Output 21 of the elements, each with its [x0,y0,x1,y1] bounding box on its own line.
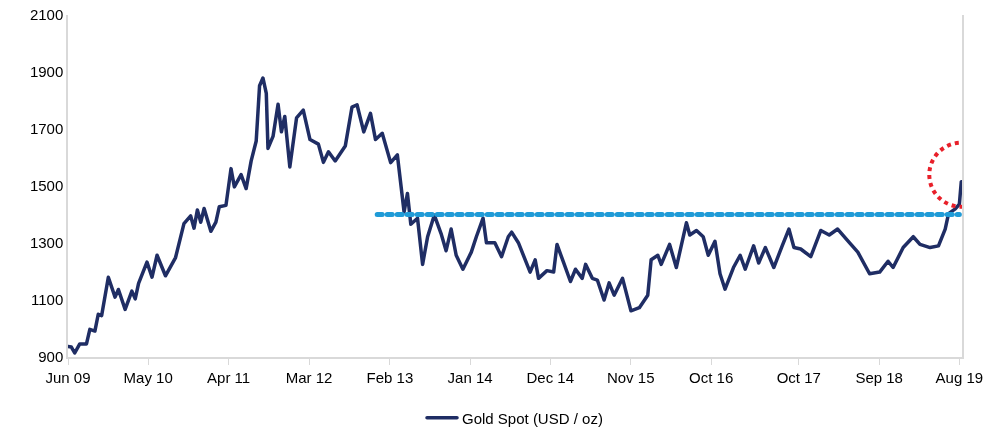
x-tick-label: Jun 09 [45,368,91,386]
y-tick-label: 1300 [29,234,64,252]
y-tick-label: 1100 [30,291,64,309]
x-tick-label: Oct 17 [776,368,821,386]
y-tick-label: 1700 [29,120,64,138]
x-tick-label: Jan 14 [447,368,493,386]
x-tick-label: Oct 16 [689,368,734,386]
x-tick-label: Nov 15 [606,368,655,386]
line-series [68,76,962,355]
y-tick-label: 1900 [29,63,64,81]
x-tick-label: Apr 11 [207,368,251,386]
legend-label: Gold Spot (USD / oz) [462,409,603,427]
y-tick-label: 900 [38,348,64,366]
x-tick-label: May 10 [123,368,173,386]
x-tick-label: Dec 14 [526,368,575,386]
x-tick-label: Sep 18 [855,368,903,386]
x-tick-label: Feb 13 [366,368,414,386]
x-tick-label: Aug 19 [935,368,984,386]
x-tick-label: Mar 12 [285,368,333,386]
y-tick-label: 1500 [29,177,64,195]
y-tick-label: 2100 [29,6,64,24]
